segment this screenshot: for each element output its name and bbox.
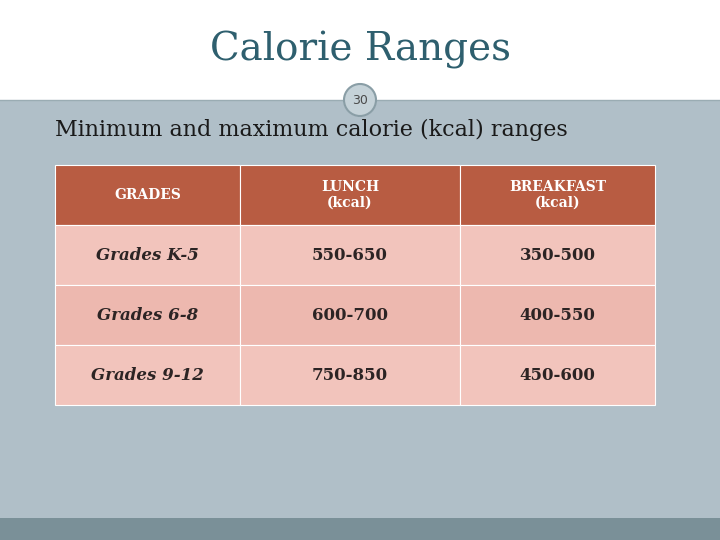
Text: 350-500: 350-500	[520, 246, 595, 264]
FancyBboxPatch shape	[55, 345, 240, 405]
FancyBboxPatch shape	[460, 165, 655, 225]
Text: Grades 9-12: Grades 9-12	[91, 367, 204, 383]
FancyBboxPatch shape	[55, 225, 240, 285]
FancyBboxPatch shape	[460, 345, 655, 405]
FancyBboxPatch shape	[240, 345, 460, 405]
Text: 30: 30	[352, 93, 368, 106]
Text: LUNCH
(kcal): LUNCH (kcal)	[321, 180, 379, 210]
Circle shape	[344, 84, 376, 116]
Text: Minimum and maximum calorie (kcal) ranges: Minimum and maximum calorie (kcal) range…	[55, 119, 568, 141]
Text: 750-850: 750-850	[312, 367, 388, 383]
Text: 400-550: 400-550	[520, 307, 595, 323]
Text: Calorie Ranges: Calorie Ranges	[210, 31, 510, 69]
FancyBboxPatch shape	[460, 285, 655, 345]
FancyBboxPatch shape	[240, 225, 460, 285]
FancyBboxPatch shape	[0, 518, 720, 540]
Text: Grades 6-8: Grades 6-8	[97, 307, 198, 323]
Text: 450-600: 450-600	[520, 367, 595, 383]
Text: BREAKFAST
(kcal): BREAKFAST (kcal)	[509, 180, 606, 210]
Text: 550-650: 550-650	[312, 246, 388, 264]
Text: GRADES: GRADES	[114, 188, 181, 202]
FancyBboxPatch shape	[55, 165, 240, 225]
FancyBboxPatch shape	[240, 165, 460, 225]
FancyBboxPatch shape	[0, 0, 720, 100]
FancyBboxPatch shape	[240, 285, 460, 345]
FancyBboxPatch shape	[460, 225, 655, 285]
Text: 600-700: 600-700	[312, 307, 388, 323]
FancyBboxPatch shape	[55, 285, 240, 345]
Text: Grades K-5: Grades K-5	[96, 246, 199, 264]
